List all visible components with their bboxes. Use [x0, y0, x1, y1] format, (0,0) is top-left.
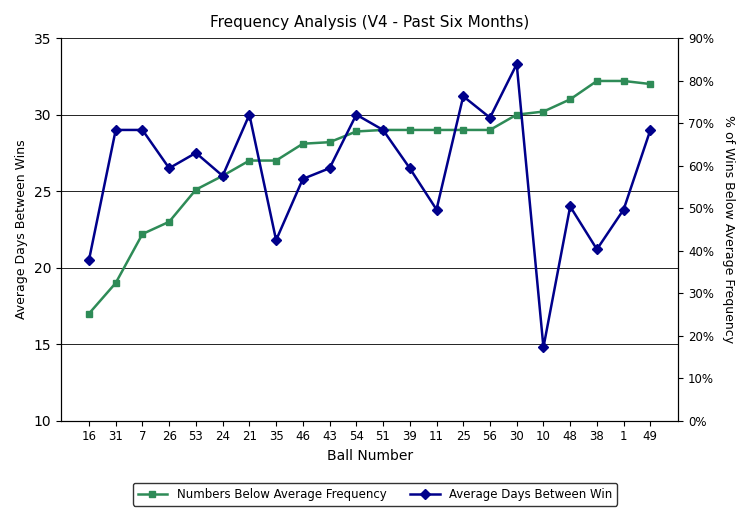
Average Days Between Win [298, 176, 307, 182]
Average Days Between Win [352, 112, 361, 118]
Numbers Below Average Frequency [405, 127, 414, 133]
Average Days Between Win [138, 127, 147, 133]
Numbers Below Average Frequency [191, 187, 200, 193]
Average Days Between Win [405, 165, 414, 171]
Average Days Between Win [379, 127, 388, 133]
Average Days Between Win [485, 115, 494, 121]
Numbers Below Average Frequency [592, 78, 602, 84]
Numbers Below Average Frequency [298, 141, 307, 147]
Average Days Between Win [566, 204, 574, 210]
Average Days Between Win [191, 150, 200, 156]
Average Days Between Win [620, 207, 628, 213]
Y-axis label: % of Wins Below Average Frequency: % of Wins Below Average Frequency [722, 115, 735, 343]
Average Days Between Win [539, 344, 548, 351]
Numbers Below Average Frequency [512, 112, 521, 118]
X-axis label: Ball Number: Ball Number [326, 449, 412, 463]
Numbers Below Average Frequency [244, 157, 254, 163]
Average Days Between Win [646, 127, 655, 133]
Average Days Between Win [85, 257, 94, 263]
Numbers Below Average Frequency [485, 127, 494, 133]
Numbers Below Average Frequency [620, 78, 628, 84]
Numbers Below Average Frequency [85, 310, 94, 317]
Numbers Below Average Frequency [646, 81, 655, 87]
Numbers Below Average Frequency [352, 128, 361, 135]
Line: Numbers Below Average Frequency: Numbers Below Average Frequency [86, 78, 654, 317]
Numbers Below Average Frequency [138, 231, 147, 237]
Average Days Between Win [272, 237, 280, 243]
Numbers Below Average Frequency [539, 108, 548, 115]
Numbers Below Average Frequency [566, 96, 574, 102]
Numbers Below Average Frequency [379, 127, 388, 133]
Average Days Between Win [592, 246, 602, 252]
Average Days Between Win [459, 93, 468, 99]
Average Days Between Win [325, 165, 334, 171]
Average Days Between Win [218, 173, 227, 179]
Numbers Below Average Frequency [218, 173, 227, 179]
Numbers Below Average Frequency [325, 139, 334, 145]
Numbers Below Average Frequency [432, 127, 441, 133]
Title: Frequency Analysis (V4 - Past Six Months): Frequency Analysis (V4 - Past Six Months… [210, 15, 530, 30]
Numbers Below Average Frequency [165, 218, 174, 225]
Y-axis label: Average Days Between Wins: Average Days Between Wins [15, 140, 28, 319]
Average Days Between Win [111, 127, 120, 133]
Numbers Below Average Frequency [459, 127, 468, 133]
Numbers Below Average Frequency [111, 280, 120, 286]
Numbers Below Average Frequency [272, 157, 280, 163]
Average Days Between Win [165, 165, 174, 171]
Average Days Between Win [512, 61, 521, 67]
Legend: Numbers Below Average Frequency, Average Days Between Win: Numbers Below Average Frequency, Average… [133, 483, 617, 506]
Line: Average Days Between Win: Average Days Between Win [86, 61, 654, 351]
Average Days Between Win [432, 207, 441, 213]
Average Days Between Win [244, 112, 254, 118]
